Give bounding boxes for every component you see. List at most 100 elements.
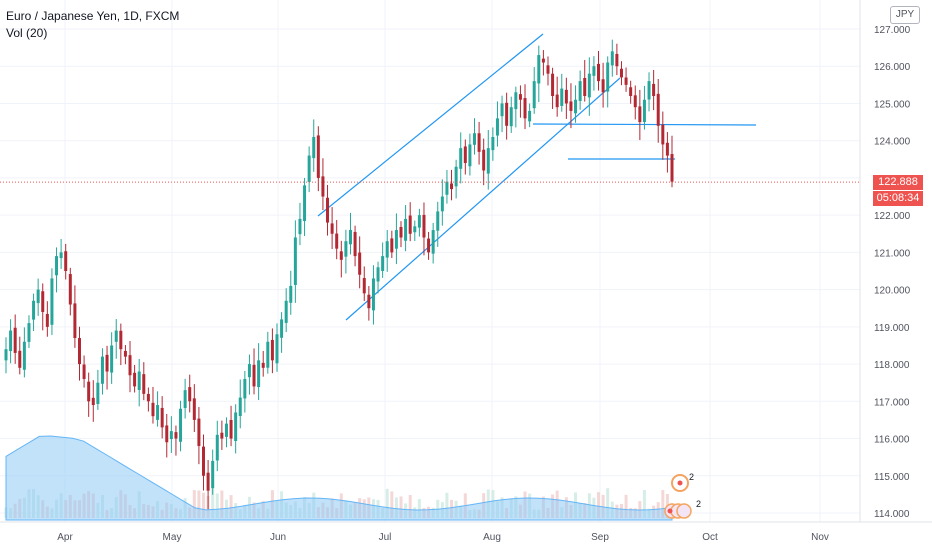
candle-body: [463, 146, 467, 164]
candle-body: [105, 354, 109, 372]
candle-body: [270, 339, 274, 361]
candle-body: [165, 425, 169, 443]
candle-body: [100, 356, 104, 384]
candle-body: [532, 81, 536, 109]
candle-body: [615, 53, 619, 67]
chart-grid: [0, 0, 860, 522]
volume-bar: [220, 490, 224, 518]
candle-body: [257, 360, 261, 388]
volume-bar: [197, 490, 201, 518]
candle-body: [312, 136, 316, 159]
candle-body: [339, 251, 343, 260]
time-tick-label: Aug: [483, 532, 501, 543]
candle-body: [358, 252, 362, 275]
candle-body: [307, 155, 311, 182]
volume-bar: [597, 492, 601, 518]
candle-body: [45, 313, 49, 327]
candle-body: [606, 62, 610, 92]
current-price-label: 122.888: [873, 175, 923, 190]
volume-bar: [192, 490, 196, 518]
candle-body: [110, 345, 114, 373]
time-tick-label: Sep: [591, 532, 609, 543]
candle-body: [298, 218, 302, 235]
volume-bar: [642, 489, 646, 518]
candle-body: [642, 99, 646, 123]
candle-body: [68, 274, 72, 305]
candle-body: [275, 334, 279, 364]
channel-upper-line: [317, 33, 544, 217]
candle-body: [427, 238, 431, 253]
trend-drawings[interactable]: [317, 33, 757, 321]
candle-body: [123, 350, 127, 357]
event-markers[interactable]: 22: [664, 472, 701, 519]
candle-body: [482, 149, 486, 171]
candle-body: [390, 238, 394, 253]
candle-body: [459, 148, 463, 169]
candle-body: [509, 107, 513, 127]
candle-body: [431, 230, 435, 254]
candle-body: [523, 98, 527, 119]
candle-body: [440, 196, 444, 212]
candle-body: [436, 211, 440, 231]
candle-body: [454, 166, 458, 187]
candle-body: [73, 303, 77, 339]
candle-body: [41, 291, 45, 312]
price-tick-label: 115.000: [874, 472, 910, 483]
candle-body: [670, 154, 674, 182]
candle-body: [587, 73, 591, 98]
event-marker-count: 2: [689, 472, 694, 482]
candle-body: [156, 405, 160, 420]
candle-body: [404, 218, 408, 241]
candle-body: [385, 241, 389, 258]
price-tick-label: 121.000: [874, 248, 911, 259]
candle-body: [128, 355, 132, 376]
candle-body: [64, 251, 68, 271]
candle-body: [518, 94, 522, 100]
candle-body: [569, 101, 573, 111]
candlestick-series: [4, 39, 674, 510]
chart-legend: Euro / Japanese Yen, 1D, FXCM Vol (20): [6, 8, 179, 42]
candle-body: [27, 323, 31, 342]
candle-body: [629, 87, 633, 97]
price-tick-label: 120.000: [874, 286, 911, 297]
price-tick-label: 122.000: [874, 211, 911, 222]
candle-body: [583, 77, 587, 97]
candle-body: [137, 371, 141, 390]
candle-body: [59, 252, 63, 259]
candle-body: [619, 68, 623, 78]
volume-bar: [417, 499, 421, 518]
candle-body: [169, 431, 173, 440]
candle-body: [486, 148, 490, 174]
candle-body: [174, 432, 178, 439]
candle-body: [321, 176, 325, 197]
candle-body: [160, 407, 164, 428]
candle-body: [601, 79, 605, 93]
candle-body: [422, 214, 426, 238]
symbol-title[interactable]: Euro / Japanese Yen, 1D, FXCM: [6, 9, 180, 23]
price-axis[interactable]: 127.000126.000125.000124.000123.000122.0…: [874, 25, 911, 520]
volume-bar: [445, 492, 449, 518]
candle-body: [18, 350, 22, 368]
currency-badge[interactable]: JPY: [890, 6, 920, 24]
time-axis[interactable]: Apr May Jun Jul Aug Sep Oct Nov: [57, 532, 829, 543]
candle-body: [229, 419, 233, 439]
candle-body: [537, 55, 541, 84]
candle-body: [371, 278, 375, 311]
bar-countdown-label: 05:08:34: [873, 191, 923, 206]
time-tick-label: Oct: [702, 532, 718, 543]
candle-body: [133, 372, 137, 387]
candle-body: [495, 118, 499, 136]
candle-body: [55, 256, 59, 276]
candle-body: [146, 393, 150, 402]
candle-body: [252, 364, 256, 387]
candle-body: [633, 95, 637, 108]
price-tick-label: 125.000: [874, 99, 911, 110]
time-tick-label: Jul: [379, 532, 392, 543]
candle-body: [87, 381, 91, 402]
candle-body: [367, 294, 371, 309]
candle-body: [505, 102, 509, 126]
candle-body: [528, 110, 532, 122]
earnings-badge-icon: [676, 503, 692, 519]
volume-indicator-label[interactable]: Vol (20): [6, 26, 48, 40]
